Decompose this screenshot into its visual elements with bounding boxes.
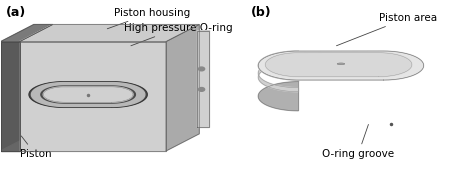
Polygon shape xyxy=(197,31,209,127)
Text: O-ring groove: O-ring groove xyxy=(322,125,394,159)
Polygon shape xyxy=(0,42,19,151)
Polygon shape xyxy=(0,134,53,151)
Polygon shape xyxy=(31,83,145,106)
Polygon shape xyxy=(265,53,412,77)
Text: (a): (a) xyxy=(5,6,26,19)
Text: High pressure O-ring: High pressure O-ring xyxy=(124,23,232,46)
Text: Piston: Piston xyxy=(19,136,51,159)
Polygon shape xyxy=(258,51,424,80)
Polygon shape xyxy=(258,59,299,92)
Ellipse shape xyxy=(199,88,205,91)
Ellipse shape xyxy=(337,63,345,65)
Polygon shape xyxy=(19,25,199,42)
Text: (b): (b) xyxy=(251,6,272,19)
Polygon shape xyxy=(29,82,147,107)
Polygon shape xyxy=(258,51,299,111)
Polygon shape xyxy=(19,42,166,151)
Ellipse shape xyxy=(199,67,205,71)
Polygon shape xyxy=(41,86,136,103)
Polygon shape xyxy=(166,25,199,151)
Polygon shape xyxy=(43,87,133,102)
Text: Piston area: Piston area xyxy=(337,13,437,46)
Polygon shape xyxy=(0,25,53,42)
Text: Piston housing: Piston housing xyxy=(107,8,191,29)
